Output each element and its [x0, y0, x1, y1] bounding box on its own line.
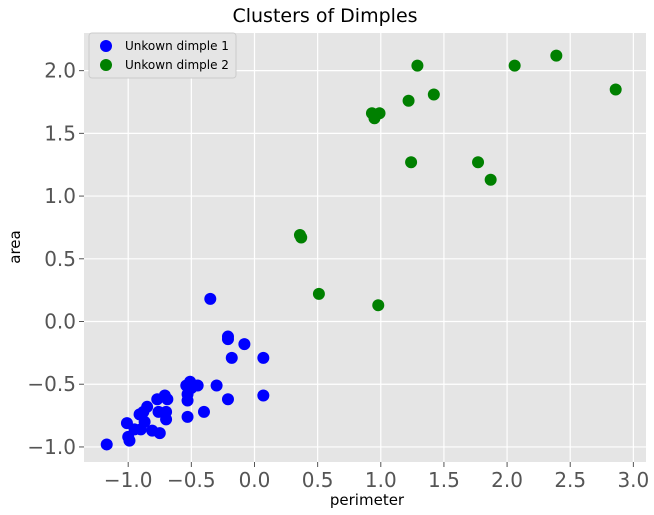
- legend: Unkown dimple 1 Unkown dimple 2: [88, 32, 237, 79]
- data-point-series-2: [609, 83, 622, 96]
- y-tick-label: 1.5: [44, 121, 76, 145]
- data-point-series-2: [508, 59, 521, 72]
- x-tick-label: 1.5: [428, 468, 460, 492]
- data-point-series-1: [100, 438, 113, 451]
- data-point-series-1: [210, 379, 223, 392]
- data-point-series-2: [372, 299, 385, 312]
- x-axis-label: perimeter: [330, 491, 405, 509]
- y-axis-label: area: [6, 230, 24, 263]
- data-point-series-1: [191, 379, 204, 392]
- y-tick-label: 2.0: [44, 59, 76, 83]
- data-point-series-2: [295, 231, 308, 244]
- data-point-series-1: [160, 413, 173, 426]
- data-point-series-1: [123, 434, 136, 447]
- data-point-series-1: [257, 351, 270, 364]
- y-tick-label: 0.5: [44, 247, 76, 271]
- grid: [84, 33, 646, 462]
- data-point-series-1: [181, 394, 194, 407]
- data-point-series-1: [153, 427, 166, 440]
- x-tick-label: 2.5: [554, 468, 586, 492]
- data-point-series-2: [405, 156, 418, 169]
- data-point-series-1: [204, 292, 217, 305]
- legend-marker-unkown-dimple-2: [100, 59, 112, 71]
- legend-label-unkown-dimple-2: Unkown dimple 2: [125, 58, 229, 72]
- x-tick-label: 0.0: [239, 468, 271, 492]
- x-tick-label: 1.0: [365, 468, 397, 492]
- data-point-series-1: [221, 393, 234, 406]
- y-tick-label: 1.0: [44, 184, 76, 208]
- legend-marker-unkown-dimple-1: [100, 40, 112, 52]
- y-tick-label: 0.0: [44, 310, 76, 334]
- data-point-series-1: [181, 410, 194, 423]
- data-point-series-1: [197, 405, 210, 418]
- x-tick-label: −1.0: [104, 468, 153, 492]
- y-tick-label: −1.0: [27, 435, 76, 459]
- data-point-series-1: [257, 389, 270, 402]
- x-tick-label: 3.0: [617, 468, 649, 492]
- data-point-series-2: [373, 107, 386, 120]
- data-point-series-2: [472, 156, 485, 169]
- data-point-series-2: [427, 88, 440, 101]
- data-points: [100, 49, 622, 451]
- x-tick-label: 2.0: [491, 468, 523, 492]
- legend-box: [88, 32, 237, 79]
- x-tick-label: 0.5: [302, 468, 334, 492]
- plot-area: [84, 33, 646, 462]
- data-point-series-2: [550, 49, 563, 62]
- data-point-series-2: [411, 59, 424, 72]
- y-tick-label: −0.5: [27, 372, 76, 396]
- y-ticks: −1.0 −0.5 0.0 0.5 1.0 1.5 2.0: [27, 59, 84, 459]
- data-point-series-2: [402, 94, 415, 107]
- data-point-series-1: [138, 415, 151, 428]
- data-point-series-2: [312, 287, 325, 300]
- x-tick-label: −0.5: [167, 468, 216, 492]
- data-point-series-1: [238, 338, 251, 351]
- data-point-series-1: [141, 400, 154, 413]
- legend-label-unkown-dimple-1: Unkown dimple 1: [125, 39, 229, 53]
- data-point-series-1: [221, 333, 234, 346]
- chart-title: Clusters of Dimples: [232, 5, 417, 27]
- x-ticks: −1.0 −0.5 0.0 0.5 1.0 1.5 2.0 2.5 3.0: [104, 462, 649, 492]
- data-point-series-2: [484, 173, 497, 186]
- data-point-series-1: [161, 393, 174, 406]
- data-point-series-1: [225, 351, 238, 364]
